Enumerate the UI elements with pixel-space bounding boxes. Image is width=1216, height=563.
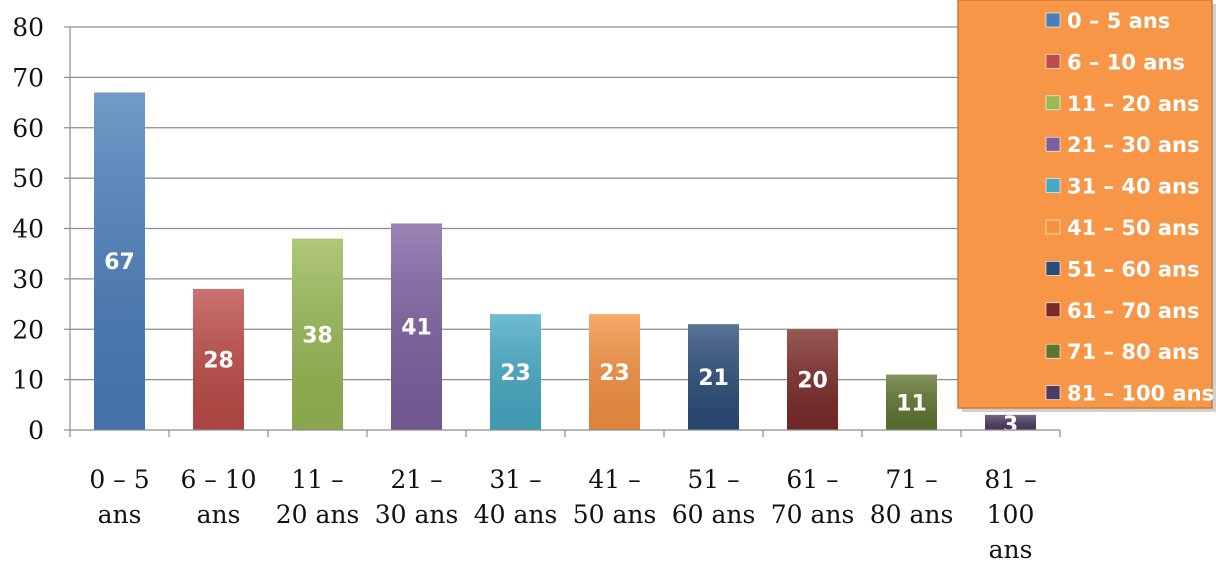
y-tick-label: 60 <box>12 114 44 143</box>
x-tick-label-line: 70 ans <box>771 500 855 529</box>
bar-shading <box>688 324 739 430</box>
legend-entry: 61 – 70 ans <box>1067 299 1200 323</box>
data-label: 21 <box>698 366 729 391</box>
bar-shading <box>193 288 244 430</box>
data-label: 67 <box>104 250 135 275</box>
x-tick-label: 81 – 100 ans <box>984 465 1036 563</box>
y-tick-label: 30 <box>12 265 44 294</box>
legend-entry: 31 – 40 ans <box>1067 175 1200 199</box>
x-tick-label-line: 0 – 5 <box>89 465 149 494</box>
legend-entry: 51 – 60 ans <box>1067 257 1200 281</box>
data-label: 28 <box>203 348 234 373</box>
y-tick-label: 50 <box>12 164 44 193</box>
x-tick-label: 51 – 60 ans <box>672 465 756 529</box>
y-tick-label: 10 <box>12 366 44 395</box>
x-tick-label-line: 61 – <box>786 465 838 494</box>
x-tick-label-line: ans <box>197 500 241 529</box>
legend-entry: 0 – 5 ans <box>1067 9 1170 33</box>
x-tick-label-line: 30 ans <box>375 500 459 529</box>
legend-swatch <box>1045 343 1061 359</box>
legend: 0 – 5 ans 6 – 10 ans 11 – 20 ans 21 – 30 an… <box>957 0 1216 412</box>
x-tick-label-line: 60 ans <box>672 500 756 529</box>
legend-swatch <box>1045 12 1061 28</box>
x-tick-label: 61 – 70 ans <box>771 465 855 529</box>
x-tick-label-line: 31 – <box>489 465 541 494</box>
data-label: 23 <box>500 361 531 386</box>
y-tick-label: 20 <box>12 315 44 344</box>
y-tick-label: 0 <box>28 416 44 445</box>
x-tick-label-line: 20 ans <box>276 500 360 529</box>
x-tick-label: 41 – 50 ans <box>573 465 657 529</box>
x-tick-label-line: 50 ans <box>573 500 657 529</box>
bar-shading <box>985 414 1036 430</box>
data-label: 3 <box>1003 413 1018 438</box>
x-axis: 0 – 5 ans 6 – 10 ans 11 – 20 ans 21 – 30 ans 31 … <box>69 429 1061 563</box>
x-tick-label-line: 51 – <box>687 465 739 494</box>
x-tick-label-line: 11 – <box>291 465 343 494</box>
x-tick-label: 6 – 10 ans <box>180 465 256 529</box>
legend-swatch <box>1045 136 1061 152</box>
y-axis: 0 10 20 30 40 50 60 70 80 <box>12 13 71 445</box>
data-label: 11 <box>896 391 927 416</box>
legend-swatch <box>1045 261 1061 276</box>
data-label: 38 <box>302 323 333 348</box>
x-tick-label-line: 80 ans <box>870 500 954 529</box>
data-label: 20 <box>797 369 828 394</box>
legend-swatch <box>1045 302 1061 318</box>
bar-shading <box>94 92 145 431</box>
legend-entry: 71 – 80 ans <box>1067 340 1200 364</box>
legend-swatch <box>1045 95 1061 111</box>
x-tick-label-line: 40 ans <box>474 500 558 529</box>
legend-swatch <box>1045 54 1061 69</box>
y-tick-label: 40 <box>12 215 44 244</box>
legend-swatch <box>1045 385 1061 400</box>
bars: 67 28 38 41 23 23 21 20 11 3 <box>94 92 1036 438</box>
legend-entry: 21 – 30 ans <box>1067 133 1200 157</box>
bar-shading <box>292 238 343 430</box>
bar-shading <box>391 223 442 430</box>
x-tick-label-line: 100 <box>987 500 1035 529</box>
legend-entry: 41 – 50 ans <box>1067 216 1200 240</box>
x-tick-label-line: 81 – <box>984 465 1036 494</box>
x-tick-label: 31 – 40 ans <box>474 465 558 529</box>
legend-swatch <box>1045 178 1061 193</box>
y-tick-label: 70 <box>12 63 44 92</box>
x-tick-label-line: 71 – <box>885 465 937 494</box>
x-tick-label-line: 6 – 10 <box>180 465 256 494</box>
bar-shading <box>787 329 838 430</box>
x-tick-label: 21 – 30 ans <box>375 465 459 529</box>
y-tick-label: 80 <box>12 13 44 42</box>
legend-box <box>957 0 1213 409</box>
data-label: 23 <box>599 361 630 386</box>
legend-entry: 11 – 20 ans <box>1067 92 1200 116</box>
x-tick-label: 0 – 5 ans <box>89 465 149 529</box>
x-tick-label-line: ans <box>989 535 1033 563</box>
bar-shading <box>589 314 640 430</box>
x-tick-label: 71 – 80 ans <box>870 465 954 529</box>
x-tick-label: 11 – 20 ans <box>276 465 360 529</box>
legend-entry: 81 – 100 ans <box>1067 382 1214 406</box>
data-label: 41 <box>401 316 432 341</box>
bar-shading <box>886 374 937 430</box>
x-tick-label-line: 21 – <box>390 465 442 494</box>
legend-swatch <box>1045 219 1061 235</box>
x-tick-label-line: 41 – <box>588 465 640 494</box>
bar-shading <box>490 314 541 430</box>
x-tick-label-line: ans <box>98 500 142 529</box>
legend-entry: 6 – 10 ans <box>1067 50 1185 74</box>
